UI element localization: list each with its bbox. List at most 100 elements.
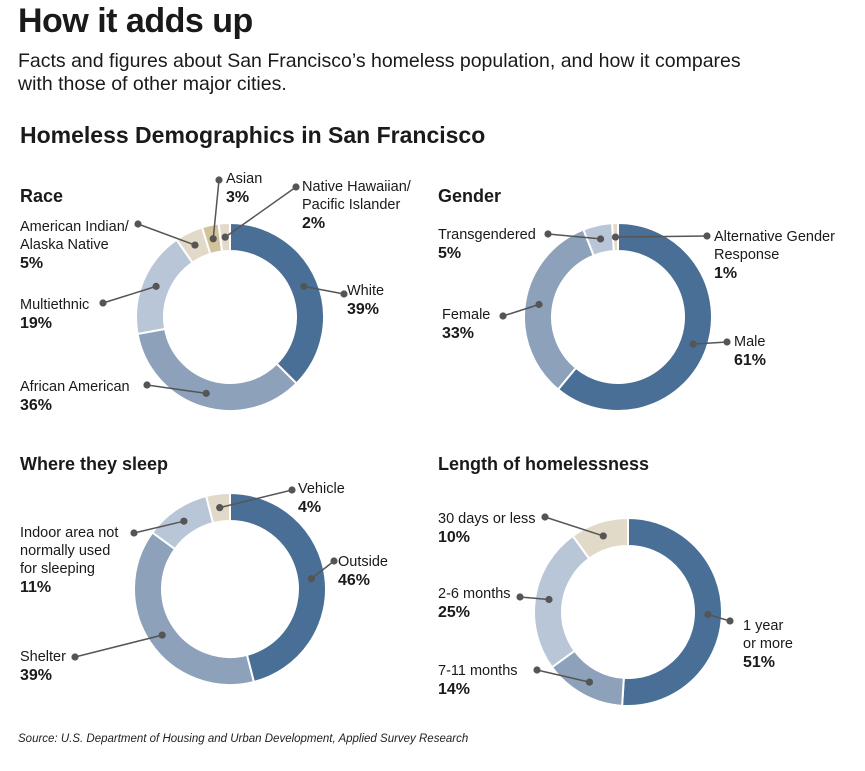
length-donut [533,516,723,707]
length-label-value: 14% [438,681,471,698]
section-title: Homeless Demographics in San Francisco [20,122,486,148]
race-label-dot-white [340,290,348,298]
sleep-slice-outside [229,491,327,684]
race-label-value: 36% [20,397,53,414]
length-dot-1-year-or-more [704,610,712,619]
race-dot-native-hawaiian-pacific-islander [221,233,229,241]
race-label-name: Asian [226,171,263,187]
race-slice-multiethnic [135,238,194,336]
sleep-label-name: Indoor area not [20,525,119,541]
length-chart-title: Length of homelessness [438,454,650,474]
sleep-label-name: Outside [338,554,388,570]
sleep-dot-vehicle [216,504,224,512]
sleep-dot-indoor-area-not-normally-used-for-sleeping [180,517,188,525]
subtitle: Facts and figures about San Francisco’s … [18,50,741,95]
race-dot-asian [209,235,217,243]
race-label-value: 3% [226,189,250,206]
sleep-label-value: 46% [338,572,371,589]
length-label-value: 10% [438,529,471,546]
race-leader-american-indian-alaska-native [137,223,196,246]
sleep-label-value: 11% [20,579,52,596]
gender-label-male: Male 61% [734,333,766,370]
length-dot-7-11-months [585,678,594,686]
length-label-dot-7-11-months [533,666,541,674]
sleep-chart-title: Where they sleep [20,454,169,474]
race-leader-white [303,285,345,295]
length-leader-2-6-months [519,596,550,601]
gender-label-name: Transgendered [438,227,536,243]
sleep-label-name: Shelter [20,649,66,665]
gender-label-transgendered: Transgendered 5% [438,226,536,263]
length-label-30-days-or-less: 30 days or less 10% [438,510,536,547]
race-label-value: 2% [302,215,326,232]
race-label-name: Multiethnic [20,297,90,313]
length-label-name: 2-6 months [438,586,511,602]
race-label-dot-native-hawaiian-pacific-islander [292,183,300,191]
gender-leader-female [502,303,540,317]
gender-leader-alternative-gender-response [615,235,708,238]
sleep-leaders [71,486,338,661]
race-label-name: African American [20,379,130,395]
gender-dot-transgendered [596,235,605,243]
gender-dot-alternative-gender-response [611,233,620,241]
gender-donut [523,221,713,412]
sleep-label-name: Vehicle [298,481,345,497]
gender-label-dot-transgendered [544,230,552,238]
length-label-dot-30-days-or-less [541,513,549,521]
length-label-name: or more [743,636,793,652]
gender-leaders [499,230,731,348]
sleep-label-value: 4% [298,499,322,516]
length-leaders [516,513,734,686]
length-leader-30-days-or-less [544,516,604,537]
main-title: How it adds up [18,2,253,40]
race-slice-african-american [136,327,298,412]
gender-dot-female [535,300,543,309]
race-label-name: Pacific Islander [302,197,401,213]
race-label-white: White 39% [347,282,384,319]
gender-chart-title: Gender [438,186,502,206]
length-label-value: 25% [438,604,471,621]
length-leader-7-11-months [536,669,590,683]
race-label-dot-multiethnic [99,299,107,307]
race-label-name: White [347,283,385,299]
race-dot-multiethnic [152,282,160,290]
length-leader-1-year-or-more [707,613,731,622]
source-note: Source: U.S. Department of Housing and U… [18,733,469,745]
race-leader-native-hawaiian-pacific-islander [224,186,297,238]
length-label-name: 7-11 months [438,663,518,679]
race-slice-white [229,221,325,385]
race-leader-multiethnic [102,285,157,304]
sleep-leader-shelter [74,634,163,658]
gender-label-name: Alternative Gender [714,229,835,245]
race-leader-asian [212,179,220,239]
race-label-name: Alaska Native [20,237,109,253]
race-donut [135,221,325,412]
sleep-donut [133,491,327,686]
length-label-1-year-or-more: 1 year or more 51% [743,617,793,672]
length-label-2-6-months: 2-6 months 25% [438,585,511,622]
race-label-dot-american-indian-alaska-native [134,220,142,228]
sleep-label-shelter: Shelter 39% [20,648,66,685]
race-chart-title: Race [20,186,64,206]
gender-label-dot-female [499,312,507,320]
sleep-label-name: normally used [20,543,111,559]
sleep-label-dot-indoor-area-not-normally-used-for-sleeping [130,529,138,537]
race-label-native-hawaiian-pacific-islander: Native Hawaiian/Pacific Islander 2% [302,178,411,233]
gender-label-alternative-gender-response: Alternative Gender Response 1% [714,228,835,283]
gender-dot-male [689,340,697,348]
sleep-label-vehicle: Vehicle 4% [298,480,345,517]
race-leader-african-american [146,384,207,395]
gender-label-name: Response [714,247,780,263]
race-label-african-american: African American 36% [20,378,130,415]
gender-slice-male [556,221,713,412]
race-label-asian: Asian 3% [226,170,262,207]
gender-label-value: 1% [714,265,738,282]
length-label-7-11-months: 7-11 months 14% [438,662,518,699]
length-label-value: 51% [743,654,776,671]
gender-leader-transgendered [547,233,601,240]
length-label-dot-1-year-or-more [726,617,734,625]
race-label-name: American Indian/ [20,219,129,235]
race-label-american-indian-alaska-native: American Indian/Alaska Native 5% [20,218,129,273]
sleep-dot-outside [307,575,315,583]
